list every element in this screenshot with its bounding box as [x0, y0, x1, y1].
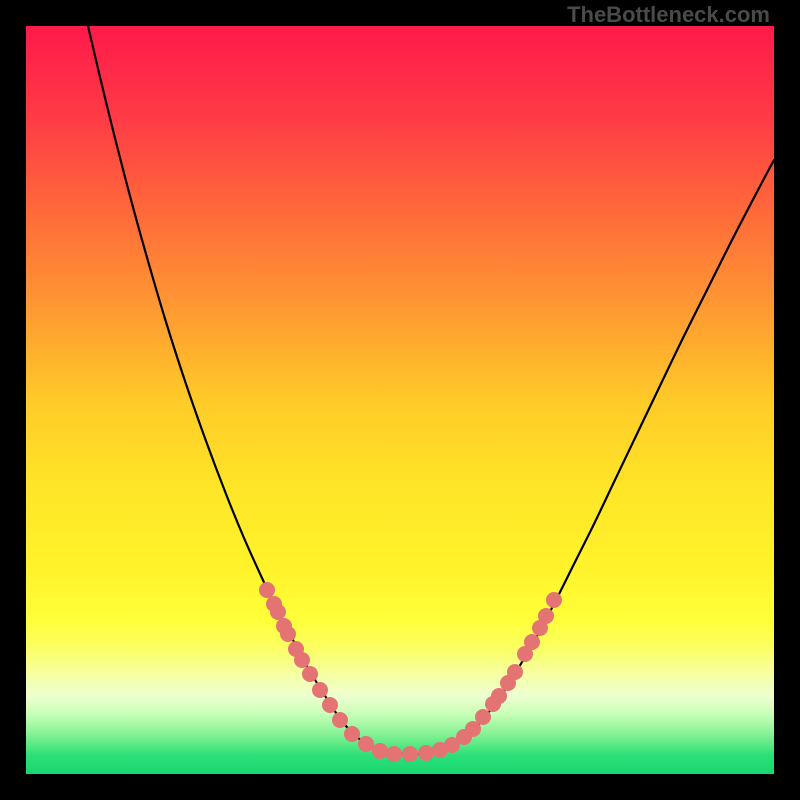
- watermark-text: TheBottleneck.com: [567, 2, 770, 28]
- chart-frame: TheBottleneck.com: [0, 0, 800, 800]
- data-dots: [26, 26, 774, 774]
